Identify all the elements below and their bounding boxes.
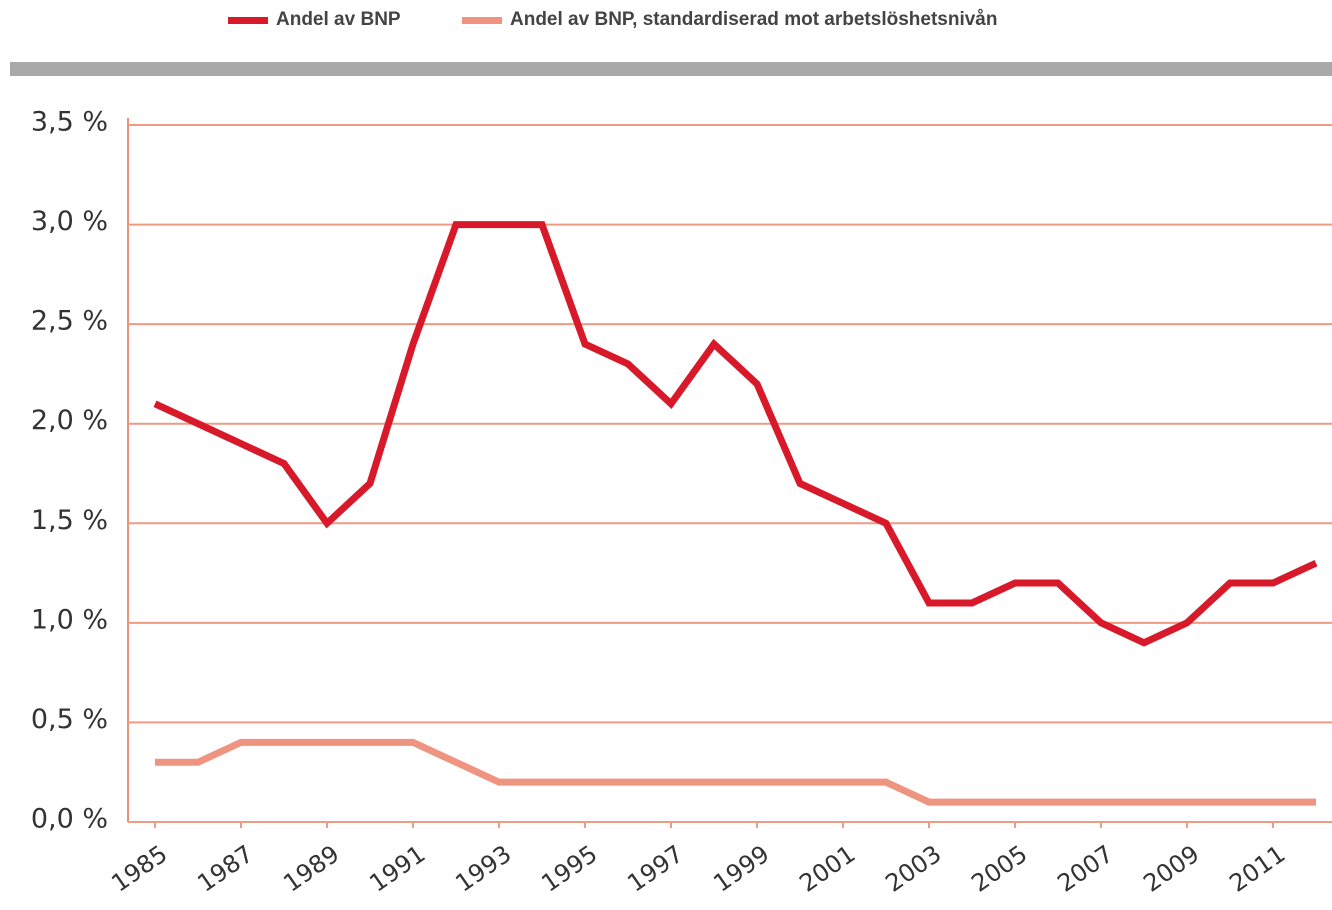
x-tick-label: 2007 [1052, 840, 1118, 898]
y-tick-label: 3,5 % [31, 107, 108, 138]
x-tick-label: 1989 [278, 840, 344, 898]
x-tick-label: 1995 [536, 840, 602, 898]
y-tick-label: 3,0 % [31, 206, 108, 237]
x-tick-label: 1999 [708, 840, 774, 898]
x-tick-label: 1991 [364, 840, 430, 898]
x-tick-label: 2003 [880, 840, 946, 898]
y-tick-label: 0,5 % [31, 704, 108, 735]
header-bar [10, 62, 1332, 76]
x-tick-label: 2011 [1224, 840, 1290, 898]
y-tick-label: 1,0 % [31, 604, 108, 635]
legend-swatch [462, 17, 502, 24]
x-tick-label: 1993 [450, 840, 516, 898]
x-tick-label: 2001 [794, 840, 860, 898]
legend-label: Andel av BNP, standardiserad mot arbetsl… [510, 9, 997, 30]
y-tick-label: 2,5 % [31, 306, 108, 337]
x-tick-label: 2009 [1138, 840, 1204, 898]
legend-label: Andel av BNP [276, 9, 401, 30]
x-tick-label: 1997 [622, 840, 688, 898]
y-tick-label: 2,0 % [31, 405, 108, 436]
legend-swatch [228, 17, 268, 24]
y-tick-label: 1,5 % [31, 505, 108, 536]
line-series [153, 221, 1318, 647]
x-tick-label: 1987 [192, 840, 258, 898]
x-tick-label: 1985 [106, 840, 172, 898]
x-tick-label: 2005 [966, 840, 1032, 898]
line-series [155, 738, 1316, 806]
y-tick-label: 0,0 % [31, 804, 108, 835]
